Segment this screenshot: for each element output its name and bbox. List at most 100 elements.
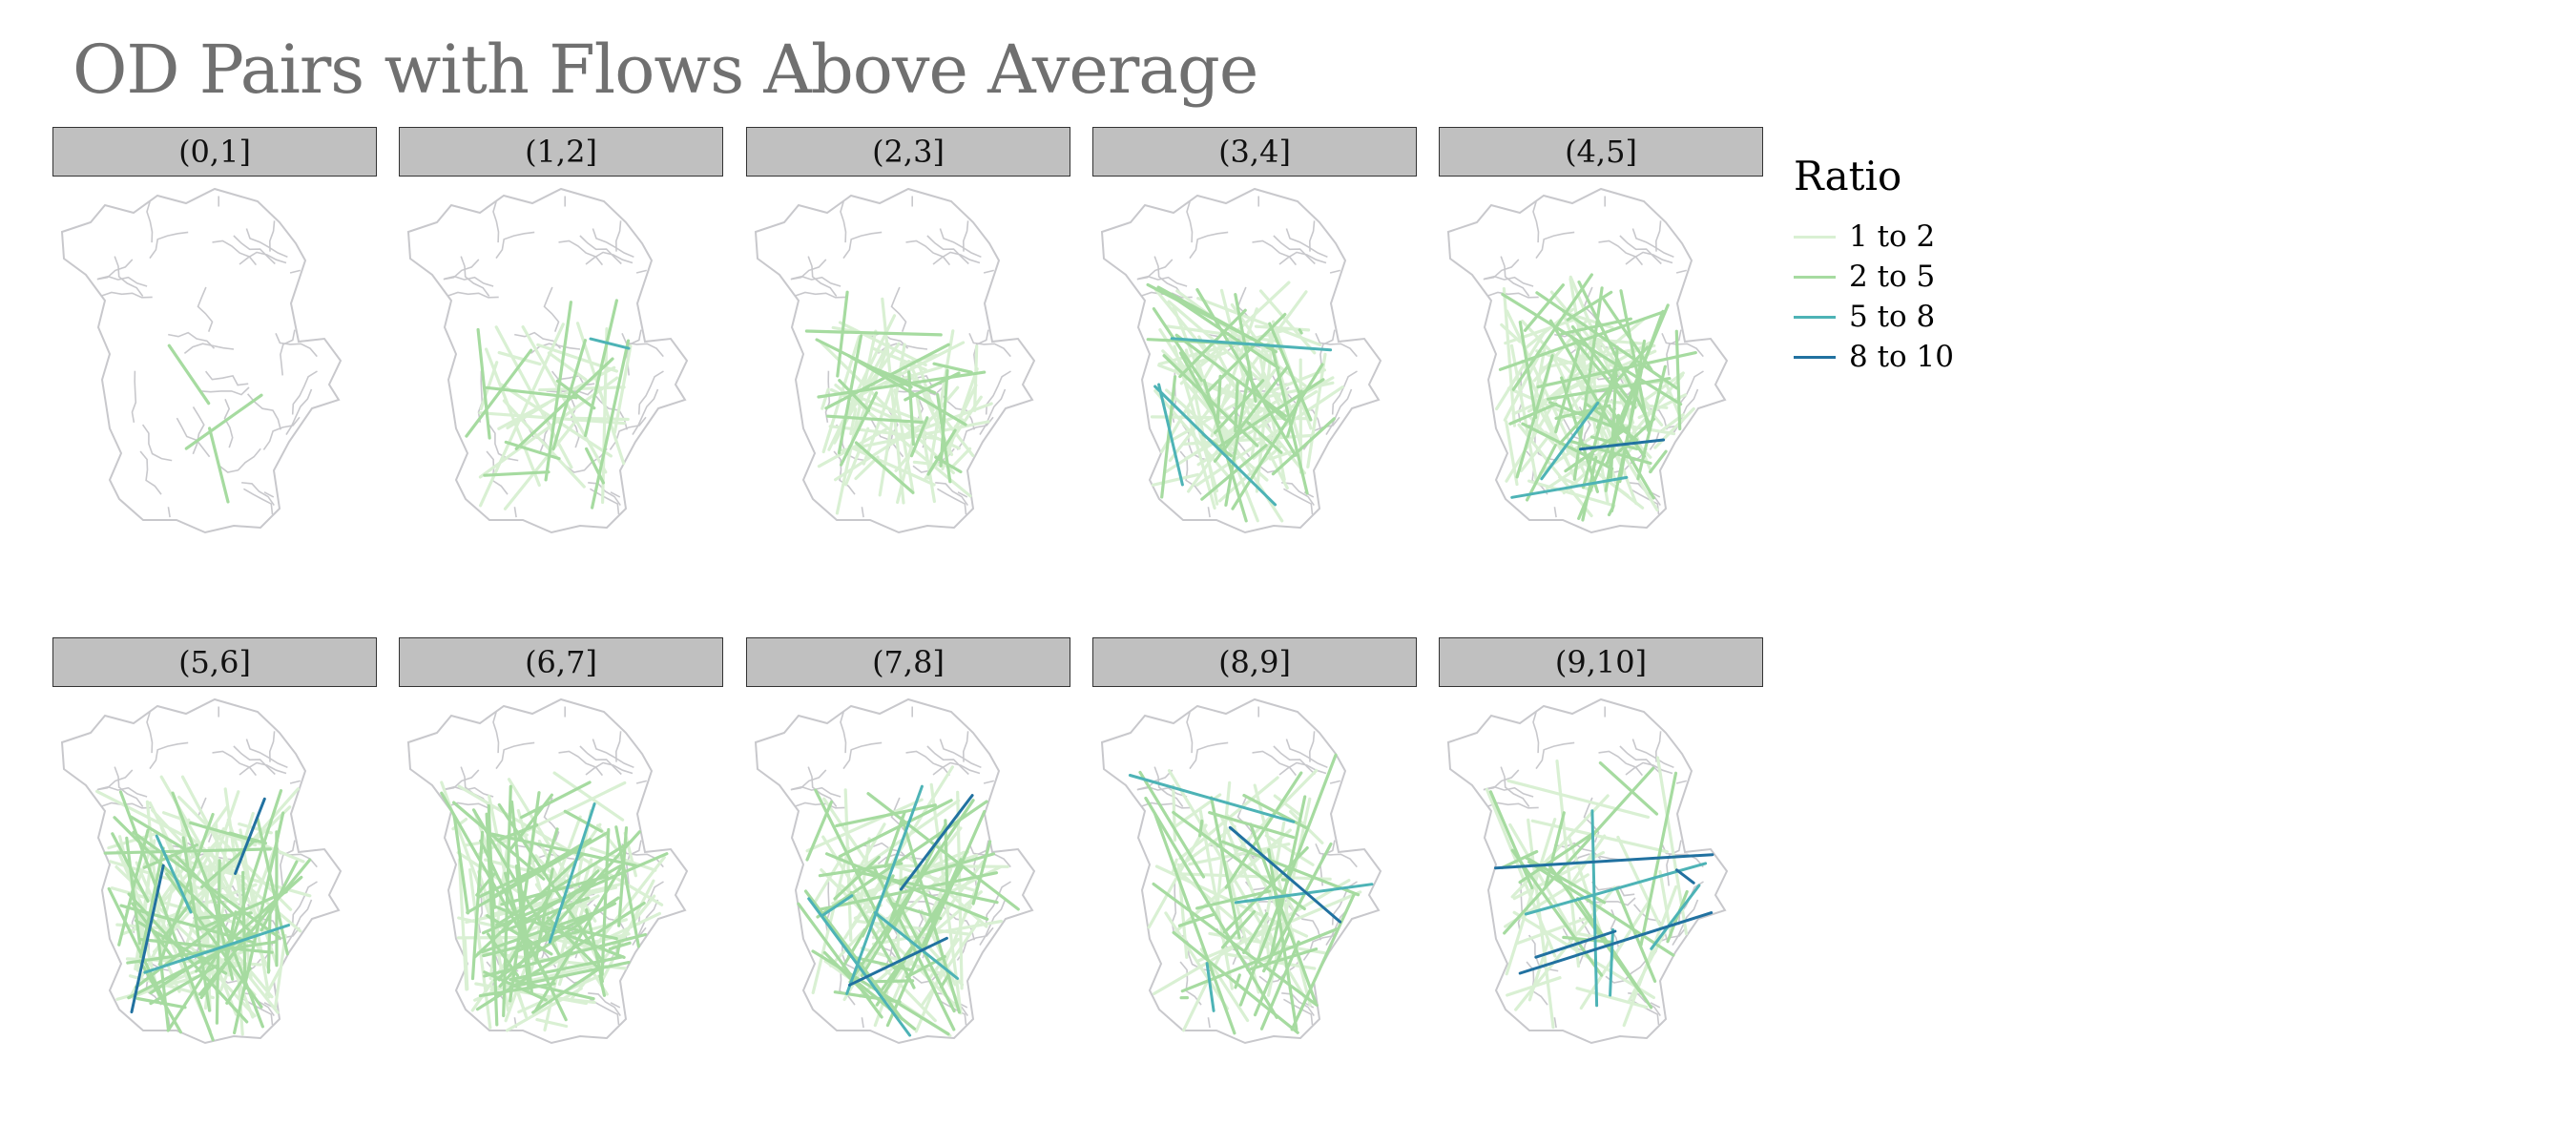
district-boundary	[443, 259, 480, 281]
flow-line	[142, 843, 198, 869]
district-boundary	[513, 507, 517, 518]
flow-line	[821, 894, 854, 917]
district-boundary	[824, 370, 831, 423]
flow-line	[1504, 317, 1578, 345]
district-boundary	[936, 998, 967, 1026]
flow-line	[503, 417, 580, 510]
flow-line	[804, 329, 943, 337]
district-boundary	[1281, 992, 1315, 1017]
district-boundary	[807, 256, 838, 297]
flow-line	[492, 896, 620, 982]
district-boundary	[204, 370, 249, 386]
flow-line	[1198, 809, 1234, 990]
district-boundary	[1207, 1017, 1211, 1029]
flow-line	[494, 838, 592, 897]
flow-line	[514, 864, 530, 990]
district-boundary	[592, 228, 634, 259]
district-boundary	[543, 286, 560, 332]
flow-lines	[440, 771, 669, 1032]
flow-line	[1200, 444, 1268, 501]
facet-label: (8,9]	[1092, 637, 1417, 687]
district-boundary	[460, 256, 490, 297]
district-boundary	[962, 731, 969, 762]
district-boundary	[932, 761, 981, 776]
district-boundary	[890, 286, 907, 332]
region-outline	[754, 697, 1036, 1045]
legend-key	[1794, 275, 1836, 279]
flow-line	[1208, 810, 1296, 840]
flow-line	[901, 908, 956, 1013]
district-boundary	[199, 386, 250, 396]
flow-line	[563, 809, 592, 948]
district-boundary	[932, 251, 981, 265]
district-boundary	[926, 235, 969, 265]
flow-line	[914, 875, 983, 1033]
flow-line	[1286, 389, 1303, 438]
district-boundary	[795, 802, 846, 809]
district-boundary	[1278, 251, 1327, 265]
flow-line	[849, 407, 858, 436]
district-boundary	[1137, 275, 1188, 287]
flow-map	[406, 697, 689, 1045]
flow-line	[834, 384, 972, 498]
flow-line	[1164, 388, 1269, 482]
flow-line	[1153, 812, 1236, 1035]
district-boundary	[263, 491, 275, 498]
flow-line	[1523, 283, 1565, 332]
flow-line	[485, 385, 578, 400]
district-boundary	[285, 388, 313, 436]
flow-line	[846, 354, 967, 427]
flow-line	[812, 856, 843, 906]
flow-line	[1598, 760, 1659, 816]
flow-lines	[465, 299, 633, 510]
flow-line	[1558, 345, 1650, 446]
flow-line	[1548, 319, 1655, 500]
district-boundary	[1625, 251, 1673, 265]
flow-line	[1306, 352, 1327, 468]
district-boundary	[246, 393, 281, 430]
flow-line	[1160, 375, 1177, 499]
region-outline	[754, 187, 1036, 534]
flow-line	[514, 357, 614, 450]
flow-line	[476, 327, 491, 440]
district-boundary	[1273, 235, 1316, 265]
flow-line	[1234, 883, 1374, 905]
district-boundary	[285, 899, 313, 947]
flow-line	[1566, 290, 1613, 322]
flow-map	[1100, 697, 1382, 1045]
flow-line	[850, 348, 888, 443]
flow-line	[1510, 848, 1604, 977]
district-boundary	[1329, 780, 1340, 784]
flow-line	[463, 939, 469, 991]
flow-line	[818, 862, 904, 878]
district-boundary	[242, 488, 274, 515]
flow-line	[1262, 842, 1333, 973]
flow-line	[505, 987, 583, 1032]
district-boundary	[97, 785, 148, 798]
district-boundary	[239, 761, 287, 776]
flow-line	[1224, 771, 1303, 889]
district-boundary	[197, 286, 214, 332]
district-boundary	[1325, 388, 1353, 436]
district-boundary	[1186, 712, 1194, 754]
flow-map	[1446, 697, 1729, 1045]
flow-line	[135, 996, 187, 1010]
flow-line	[1162, 354, 1259, 448]
flow-line	[1257, 821, 1286, 964]
district-boundary	[1483, 769, 1520, 791]
district-boundary	[1631, 228, 1674, 259]
flow-line	[134, 913, 233, 989]
flow-line	[1298, 328, 1303, 335]
flow-line	[932, 362, 973, 374]
flow-map	[60, 187, 343, 534]
flow-line	[824, 852, 989, 921]
flow-line	[266, 906, 272, 974]
flow-line	[224, 910, 238, 962]
flow-line	[1535, 291, 1679, 390]
flow-map	[60, 697, 343, 1045]
flow-line	[1554, 404, 1611, 420]
flow-line	[614, 825, 640, 948]
flow-line	[900, 816, 962, 1014]
flow-line	[531, 965, 604, 1014]
facet-panel: (6,7]	[399, 637, 723, 1134]
